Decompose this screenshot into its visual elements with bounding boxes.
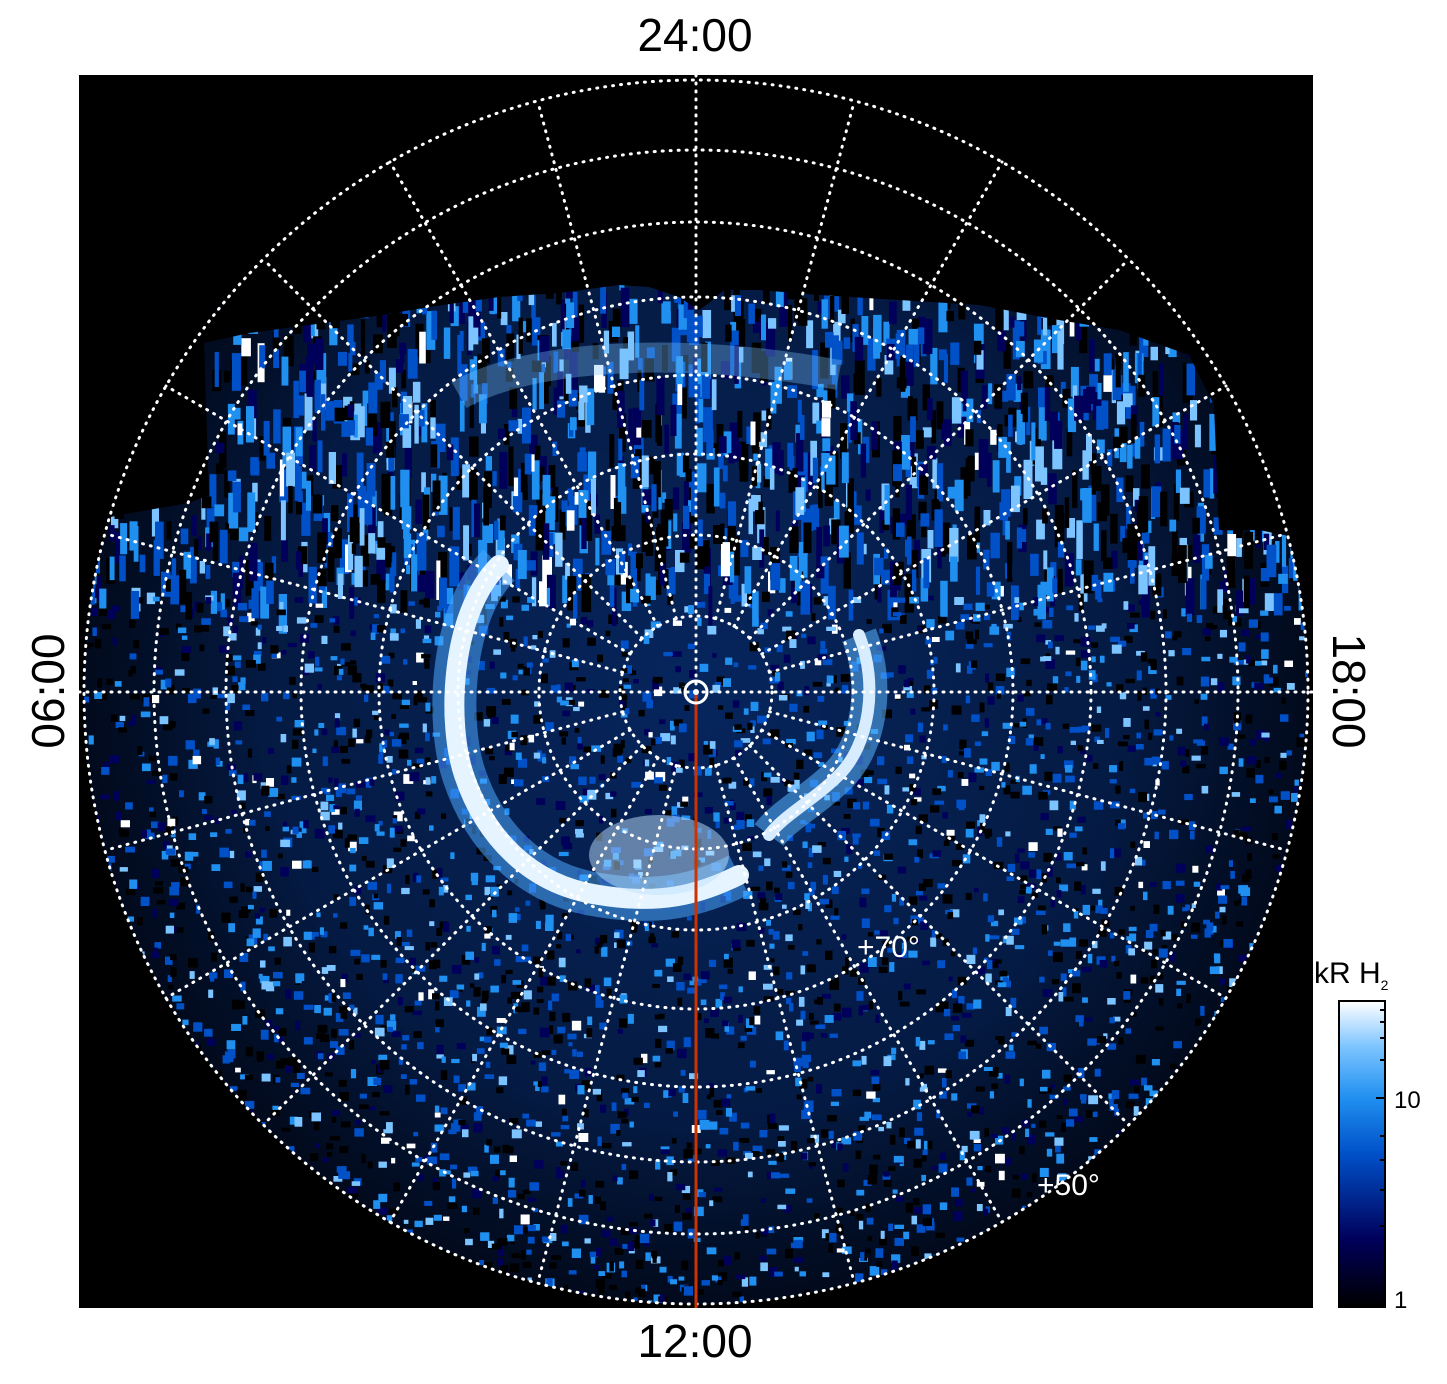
colorbar-title: kR H2 xyxy=(1314,957,1388,993)
meridian-line xyxy=(732,756,1004,1224)
colorbar-tick-10: 10 xyxy=(1394,1087,1421,1114)
colorbar-ticks xyxy=(1376,1009,1385,1227)
local-time-dusk-label: 18:00 xyxy=(1323,633,1375,749)
pole-marker-icon xyxy=(683,679,709,705)
meridian-line xyxy=(767,532,1289,674)
local-time-midnight-label: 24:00 xyxy=(637,9,753,61)
meridian-line xyxy=(164,728,632,1000)
meridian-line xyxy=(261,257,644,640)
colorbar-title-subscript: 2 xyxy=(1380,977,1389,993)
meridian-line xyxy=(261,744,644,1127)
local-time-dawn-label: 06:00 xyxy=(22,633,74,749)
auroral-polar-projection: +70° +50° xyxy=(77,73,1315,1308)
no-data-region xyxy=(84,80,1308,545)
auroral-oval xyxy=(432,342,888,921)
meridian-line xyxy=(714,763,856,1285)
meridian-line xyxy=(760,728,1228,1000)
latitude-label-70: +70° xyxy=(857,931,920,964)
meridian-line xyxy=(714,99,856,621)
meridian-line xyxy=(767,710,1289,852)
colorbar-gradient xyxy=(1338,1000,1386,1308)
latitude-circle xyxy=(299,295,1093,1089)
meridian-line xyxy=(536,763,678,1285)
local-time-noon-label: 12:00 xyxy=(637,1315,753,1367)
polar-plot-svg: +70° +50° xyxy=(77,73,1315,1308)
colorbar xyxy=(1338,1000,1386,1308)
colorbar-title-text: kR H xyxy=(1314,957,1381,990)
meridian-line xyxy=(388,160,660,628)
colorbar-tick-1: 1 xyxy=(1394,1287,1408,1314)
meridian-line xyxy=(536,99,678,621)
meridian-lines xyxy=(103,73,1289,1285)
meridian-line xyxy=(388,756,660,1224)
meridian-line xyxy=(748,744,1131,1127)
meridian-line xyxy=(103,532,625,674)
meridian-line xyxy=(732,160,1004,628)
meridian-line xyxy=(103,710,625,852)
latitude-label-50: +50° xyxy=(1037,1169,1100,1202)
meridian-line xyxy=(748,257,1131,640)
meridian-line xyxy=(760,384,1228,656)
meridian-line xyxy=(164,384,632,656)
pole-marker-dot xyxy=(693,689,699,695)
